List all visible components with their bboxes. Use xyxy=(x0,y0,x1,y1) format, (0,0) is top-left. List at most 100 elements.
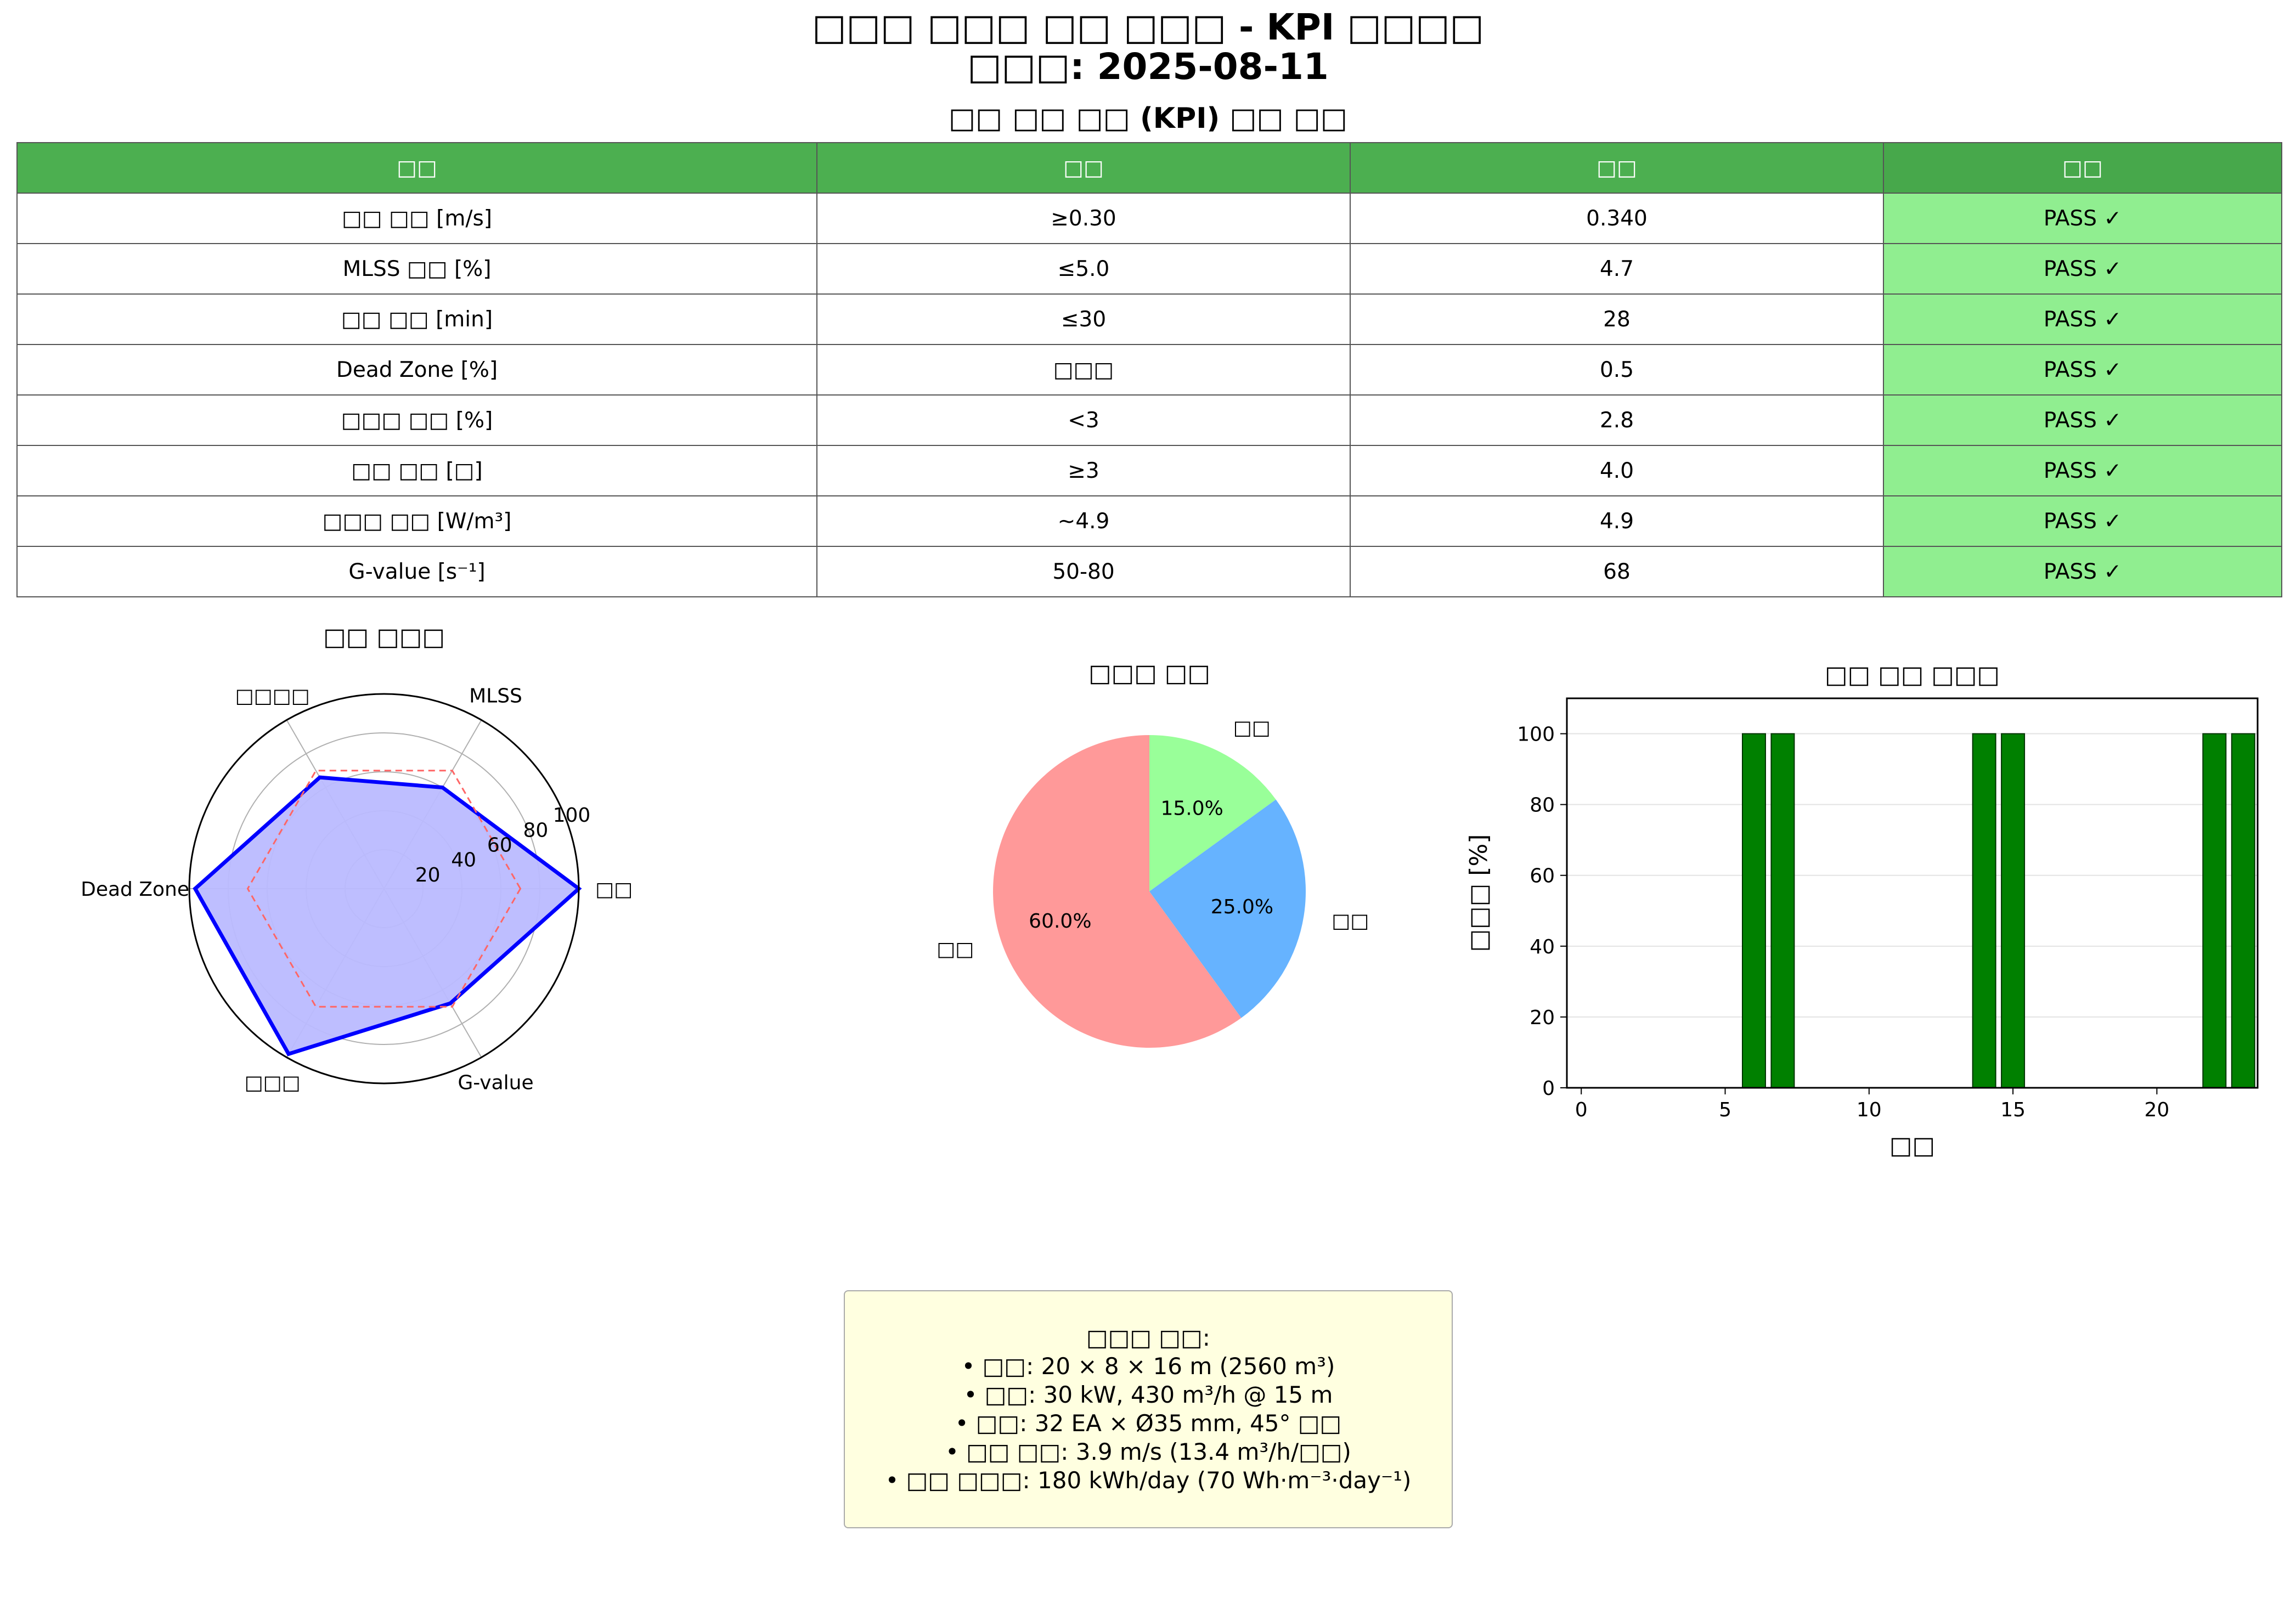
spec-line: • □□ □□: 3.9 m/s (13.4 m³/h/□□) xyxy=(945,1438,1351,1465)
pie-slice-label: □□ xyxy=(937,938,974,961)
table-cell: ≥0.30 xyxy=(816,193,1351,244)
table-cell: 68 xyxy=(1350,546,1884,597)
kpi-table-header-row: □□ □□ □□ □□ xyxy=(16,142,2282,194)
bar-plot-frame xyxy=(1566,697,2259,1089)
status-cell: PASS ✓ xyxy=(1883,495,2282,547)
table-cell: ≥3 xyxy=(816,445,1351,496)
column-header: □□ xyxy=(16,142,817,194)
radar-tick-label: 60 xyxy=(487,834,512,856)
table-cell: 28 xyxy=(1350,293,1884,345)
pie-pct-label: 15.0% xyxy=(1160,798,1223,820)
table-cell: 4.0 xyxy=(1350,445,1884,496)
table-cell: G-value [s⁻¹] xyxy=(16,546,817,597)
spec-line: • □□ □□□: 180 kWh/day (70 Wh·m⁻³·day⁻¹) xyxy=(885,1467,1412,1494)
y-tick-label: 20 xyxy=(1530,1007,1555,1029)
spec-line: • □□: 20 × 8 × 16 m (2560 m³) xyxy=(961,1353,1335,1380)
table-cell: □□□ □□ [%] xyxy=(16,394,817,446)
report-date: □□□: 2025-08-11 xyxy=(967,46,1329,88)
kpi-table-body: □□ □□ [m/s] ≥0.30 0.340 PASS ✓ MLSS □□ [%] ≤5… xyxy=(16,193,2282,597)
radar-tick-label: 80 xyxy=(523,819,548,841)
radar-actual-series xyxy=(193,775,582,1057)
pie-slice xyxy=(1149,799,1306,1018)
status-cell: PASS ✓ xyxy=(1883,243,2282,295)
pie-chart: □□□ □□ 15.0% □□ 25.0% □□ □□ 60.0% □□ xyxy=(937,659,1372,1048)
status-cell: PASS ✓ xyxy=(1883,546,2282,597)
y-tick-label: 80 xyxy=(1530,794,1555,817)
y-axis-label: □□□ [%] xyxy=(1465,834,1493,952)
table-cell: ≤5.0 xyxy=(816,243,1351,295)
report-title-line1: □□□ □□□ □□ □□□ - KPI □□□□ xyxy=(812,6,1484,48)
radar-outer-ring xyxy=(188,693,580,1085)
y-tick-label: 60 xyxy=(1530,865,1555,888)
spec-heading: □□□ □□: xyxy=(1086,1324,1210,1351)
column-header: □□ xyxy=(816,142,1351,194)
pie-slice-label: □□ □□ xyxy=(1332,910,1372,933)
y-tick-label: 0 xyxy=(1542,1077,1555,1100)
column-header: □□ xyxy=(1883,142,2282,194)
table-cell: MLSS □□ [%] xyxy=(16,243,817,295)
table-cell: □□□ □□ [W/m³] xyxy=(16,495,817,547)
table-cell: <3 xyxy=(816,394,1351,446)
table-cell: 2.8 xyxy=(1350,394,1884,446)
radar-axis-label: Dead Zone xyxy=(81,878,189,901)
system-spec-box: □□□ □□: • □□: 20 × 8 × 16 m (2560 m³) • □□… xyxy=(844,1290,1453,1528)
table-cell: 0.340 xyxy=(1350,193,1884,244)
table-row: □□ □□ [□] ≥3 4.0 PASS ✓ xyxy=(16,445,2282,496)
radar-axis-label: □□ xyxy=(595,878,633,901)
y-tick-label: 40 xyxy=(1530,936,1555,958)
bar xyxy=(2001,733,2026,1088)
bar xyxy=(1972,733,1996,1088)
x-axis-label: □□ xyxy=(1889,1132,1935,1160)
x-tick-label: 0 xyxy=(1575,1099,1588,1121)
y-tick-label: 100 xyxy=(1517,724,1555,746)
pie-pct-label: 60.0% xyxy=(1029,910,1091,933)
radar-target-series xyxy=(246,770,522,1008)
table-cell: ≤30 xyxy=(816,293,1351,345)
table-row: Dead Zone [%] □□□ 0.5 PASS ✓ xyxy=(16,344,2282,396)
table-row: □□□ □□ [W/m³] ~4.9 4.9 PASS ✓ xyxy=(16,495,2282,547)
table-row: G-value [s⁻¹] 50-80 68 PASS ✓ xyxy=(16,546,2282,597)
x-tick-label: 20 xyxy=(2144,1099,2169,1121)
kpi-table: □□ □□ □□ □□ □□ □□ [m/s] ≥0.30 0.340 PASS ✓ M… xyxy=(16,142,2282,597)
radar-tick-label: 40 xyxy=(451,849,476,872)
status-cell: PASS ✓ xyxy=(1883,445,2282,496)
status-cell: PASS ✓ xyxy=(1883,344,2282,396)
table-cell: □□ □□ [min] xyxy=(16,293,817,345)
pie-slice-label: □□ xyxy=(1233,716,1271,739)
radar-tick-label: 20 xyxy=(415,864,441,886)
table-cell: □□ □□ [□] xyxy=(16,445,817,496)
table-cell: □□ □□ [m/s] xyxy=(16,193,817,244)
radar-title: □□ □□□ xyxy=(323,623,445,651)
bar-chart: □□ □□ □□□ 0 20 40 60 80 100 0 5 10 15 20 □□ □□□ [%] xyxy=(1465,661,2259,1160)
table-cell: 4.7 xyxy=(1350,243,1884,295)
column-header: □□ xyxy=(1350,142,1884,194)
table-cell: 0.5 xyxy=(1350,344,1884,396)
status-cell: PASS ✓ xyxy=(1883,193,2282,244)
pie-slice xyxy=(1149,735,1276,891)
x-tick-label: 5 xyxy=(1719,1099,1731,1121)
kpi-table-title: □□ □□ □□ (KPI) □□ □□ xyxy=(948,102,1348,135)
radar-axis-label: G-value xyxy=(458,1071,533,1094)
bar xyxy=(2231,733,2255,1088)
table-cell: 4.9 xyxy=(1350,495,1884,547)
table-row: □□ □□ [min] ≤30 28 PASS ✓ xyxy=(16,293,2282,345)
spec-line: • □□: 32 EA × Ø35 mm, 45° □□ xyxy=(955,1410,1342,1437)
x-tick-label: 15 xyxy=(2000,1099,2026,1121)
x-tick-label: 10 xyxy=(1857,1099,1882,1121)
spec-line: • □□: 30 kW, 430 m³/h @ 15 m xyxy=(963,1381,1333,1408)
table-cell: Dead Zone [%] xyxy=(16,344,817,396)
table-cell: □□□ xyxy=(816,344,1351,396)
table-cell: ~4.9 xyxy=(816,495,1351,547)
bar xyxy=(1741,733,1766,1088)
table-row: □□ □□ [m/s] ≥0.30 0.340 PASS ✓ xyxy=(16,193,2282,244)
status-cell: PASS ✓ xyxy=(1883,394,2282,446)
table-cell: 50-80 xyxy=(816,546,1351,597)
report-title: □□□ □□□ □□ □□□ - KPI □□□□ □□□: 2025-08-1… xyxy=(0,8,2296,87)
radar-tick-label: 100 xyxy=(553,804,591,827)
table-row: MLSS □□ [%] ≤5.0 4.7 PASS ✓ xyxy=(16,243,2282,295)
table-row: □□□ □□ [%] <3 2.8 PASS ✓ xyxy=(16,394,2282,446)
pie-slice xyxy=(993,735,1242,1048)
bar xyxy=(1770,733,1795,1088)
pie-title: □□□ □□ xyxy=(1088,659,1210,687)
